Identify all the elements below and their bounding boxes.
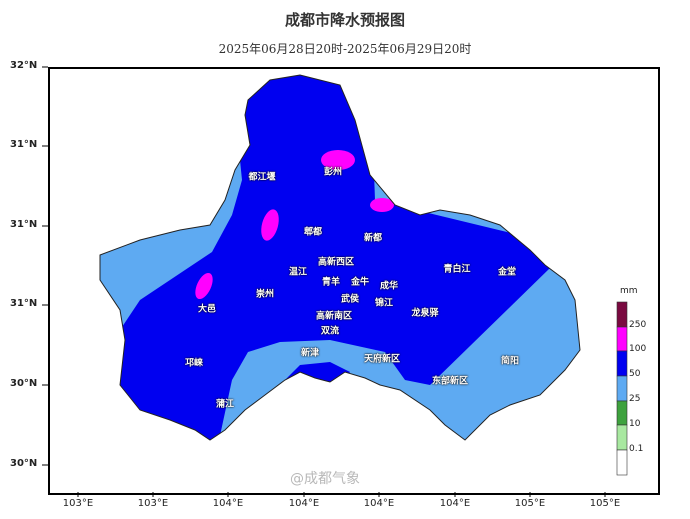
district-label: 金牛: [350, 277, 370, 288]
district-label: 高新南区: [315, 311, 353, 322]
legend-unit: mm: [620, 286, 638, 296]
x-tick: 105°E: [514, 498, 546, 509]
rainstorm-area: [195, 272, 213, 300]
x-tick: 104°E: [439, 498, 471, 509]
district-label: 龙泉驿: [411, 308, 439, 319]
district-label: 彭州: [323, 167, 343, 178]
rainstorm-area: [321, 150, 355, 170]
legend-label: 100: [629, 344, 647, 354]
y-tick: 30°N: [10, 458, 38, 469]
x-tick: 104°E: [288, 498, 320, 509]
y-tick: 32°N: [10, 60, 38, 71]
heavy-rain-area: [120, 75, 550, 440]
district-label: 青白江: [443, 264, 471, 275]
x-tick: 105°E: [589, 498, 621, 509]
district-label: 邛崃: [184, 358, 204, 369]
legend-label: 50: [629, 369, 641, 379]
x-tick: 104°E: [363, 498, 395, 509]
district-label: 高新西区: [317, 257, 355, 268]
y-tick: 31°N: [10, 139, 38, 150]
district-label: 天府新区: [363, 354, 401, 365]
y-tick: 31°N: [10, 219, 38, 230]
x-tick: 104°E: [212, 498, 244, 509]
y-tick: 31°N: [10, 298, 38, 309]
district-label: 崇州: [255, 289, 275, 300]
district-label: 青羊: [321, 277, 341, 288]
rainstorm-area: [370, 198, 394, 212]
legend-colorbar: [616, 301, 628, 476]
y-tick: 30°N: [10, 378, 38, 389]
x-tick: 103°E: [137, 498, 169, 509]
district-label: 武侯: [340, 294, 360, 305]
district-label: 郫都: [303, 227, 323, 238]
legend-label: 0.1: [629, 444, 644, 454]
watermark: @成都气象: [290, 471, 360, 487]
district-label: 锦江: [374, 298, 394, 309]
legend-label: 10: [629, 419, 641, 429]
x-tick: 103°E: [62, 498, 94, 509]
legend-label: 25: [629, 394, 641, 404]
map-subtitle: 2025年06月28日20时-2025年06月29日20时: [218, 42, 472, 56]
district-label: 东部新区: [431, 376, 469, 387]
district-label: 新都: [363, 233, 383, 244]
district-label: 温江: [288, 267, 308, 278]
district-label: 大邑: [197, 304, 217, 315]
district-label: 成华: [379, 281, 399, 292]
district-label: 金堂: [497, 267, 517, 278]
district-label: 简阳: [500, 356, 520, 367]
map-frame: [48, 67, 660, 495]
legend-label: 250: [629, 320, 647, 330]
district-label: 都江堰: [248, 172, 276, 183]
district-label: 新津: [300, 348, 320, 359]
district-label: 双流: [320, 326, 340, 337]
rainstorm-area: [261, 209, 279, 241]
map-title: 成都市降水预报图: [284, 11, 405, 29]
district-label: 蒲江: [215, 399, 235, 410]
legend-swatch-zero: [616, 449, 628, 476]
